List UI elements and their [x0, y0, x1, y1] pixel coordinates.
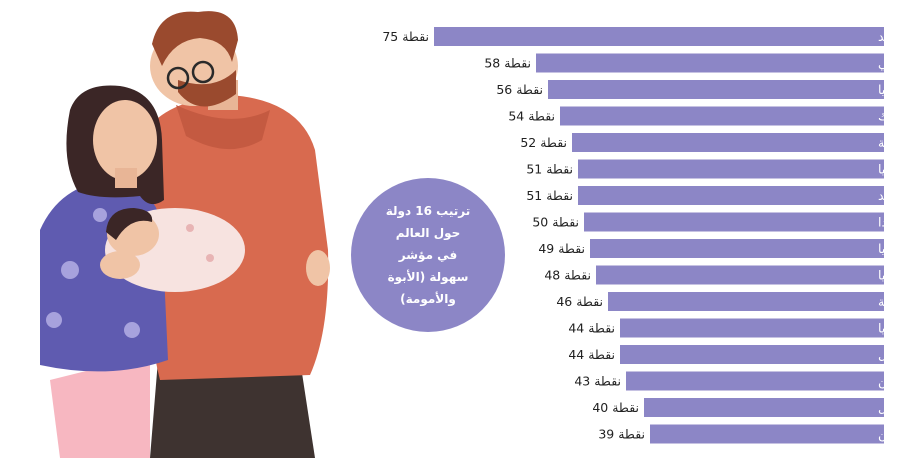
value-label-4: 54 نقطة: [508, 109, 555, 124]
bar-label-10: 10 - إسبانيا: [878, 268, 900, 283]
bar-11: [608, 292, 884, 311]
bar-label-15: 15 - البرازيل: [878, 400, 900, 416]
value-label-15: 40 نقطة: [592, 400, 639, 415]
title-badge: ترتيب 16 دولة حول العالم في مؤشر سهولة (…: [351, 178, 505, 332]
value-label-11: 46 نقطة: [556, 294, 603, 309]
bar-9: [590, 239, 884, 258]
value-label-1: 75 نقطة: [382, 29, 429, 44]
bar-4: [560, 106, 884, 126]
chart-title: ترتيب 16 دولة حول العالم في مؤشر سهولة (…: [385, 204, 471, 306]
bar-label-16: 16 - الصين: [878, 427, 900, 443]
bar-6: [578, 159, 884, 179]
family-illustration: [40, 11, 330, 458]
bar-label-8: 8 - بولندا: [878, 215, 900, 231]
value-label-16: 39 نقطة: [598, 427, 645, 442]
bar-13: [620, 345, 884, 364]
bar-label-4: 4 - المكسيك: [878, 109, 900, 124]
bar-3: [548, 80, 884, 99]
bar-label-13: 13 - إسرائيل: [878, 347, 900, 363]
bar-label-6: 6 - بريطانيا: [878, 162, 900, 178]
value-label-6: 51 نقطة: [526, 162, 573, 177]
bar-label-1: 1 - السويد: [878, 29, 900, 45]
bar-1: [434, 27, 884, 46]
bar-label-12: 12 - نيجيريا: [878, 321, 900, 337]
bar-label-7: 7 - الهند: [878, 188, 900, 204]
bar-15: [644, 398, 884, 417]
bar-8: [584, 212, 884, 232]
value-label-14: 43 نقطة: [574, 374, 621, 389]
value-label-7: 51 نقطة: [526, 188, 573, 203]
bar-label-9: 9 - رومانيا: [878, 241, 900, 257]
bar-10: [596, 265, 884, 285]
bar-5: [572, 133, 884, 152]
value-label-3: 56 نقطة: [496, 82, 543, 97]
value-label-10: 48 نقطة: [544, 268, 591, 283]
value-label-9: 49 نقطة: [538, 241, 585, 256]
value-label-13: 44 نقطة: [568, 347, 615, 362]
bar-label-14: 14 - الفلبين: [878, 374, 900, 390]
bar-14: [626, 371, 884, 391]
bar-label-11: 11 - السعودية: [878, 294, 900, 310]
value-label-5: 52 نقطة: [520, 135, 567, 150]
bar-16: [650, 424, 884, 444]
bar-2: [536, 53, 884, 73]
bar-label-3: 3 - ألمانيا: [878, 81, 900, 97]
chart-bars: 1 - السويد 75 نقطة 2 - شيلي 58 نقطة 3 - ألما…: [382, 27, 900, 444]
value-label-8: 50 نقطة: [532, 215, 579, 230]
bar-label-5: 5 - الولايات المتحدة الأمريكية: [878, 135, 900, 151]
value-label-12: 44 نقطة: [568, 321, 615, 336]
family-with-baby-icon: [40, 11, 330, 458]
bar-12: [620, 318, 884, 338]
value-label-2: 58 نقطة: [484, 56, 531, 71]
bar-label-2: 2 - شيلي: [878, 56, 900, 71]
bar-7: [578, 186, 884, 205]
